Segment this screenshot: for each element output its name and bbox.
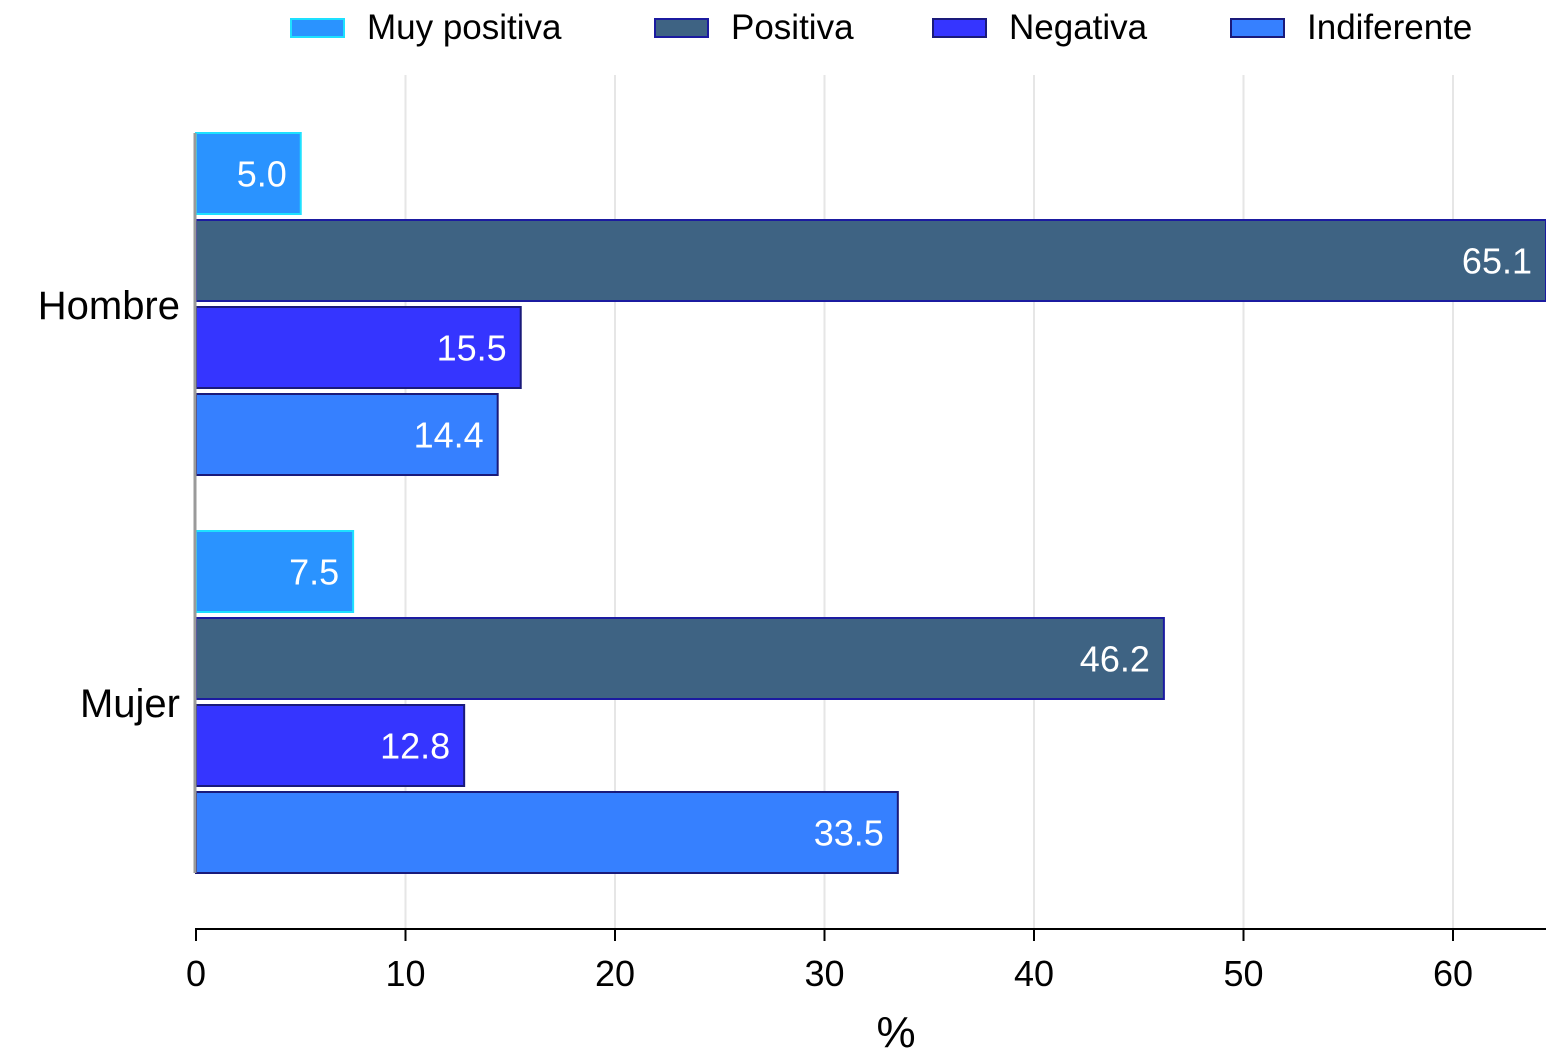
legend-swatch-indiferente bbox=[1230, 18, 1285, 38]
bar-mujer-negativa bbox=[195, 704, 466, 787]
data-label-hombre-indiferente: 14.4 bbox=[414, 415, 484, 456]
category-label-hombre: Hombre bbox=[38, 284, 180, 328]
legend-label-muy-positiva: Muy positiva bbox=[367, 8, 562, 47]
data-label-mujer-muy-positiva: 7.5 bbox=[289, 552, 339, 593]
category-label-mujer: Mujer bbox=[80, 682, 180, 726]
data-label-hombre-positiva: 65.1 bbox=[1462, 241, 1532, 282]
legend-swatch-muy-positiva bbox=[290, 18, 345, 38]
bar-mujer-muy-positiva bbox=[195, 530, 355, 613]
legend: Muy positiva Positiva Negativa Indiferen… bbox=[0, 4, 1546, 52]
data-label-mujer-indiferente: 33.5 bbox=[814, 813, 884, 854]
bar-hombre-muy-positiva bbox=[195, 132, 302, 215]
legend-swatch-negativa bbox=[932, 18, 987, 38]
legend-item-indiferente: Indiferente bbox=[1230, 4, 1472, 52]
bars: 5.0 65.1 15.5 14.4 7.5 46.2 12.8 33.5 bbox=[195, 132, 1546, 874]
x-tick-label-60: 60 bbox=[1433, 953, 1473, 994]
legend-item-muy-positiva: Muy positiva bbox=[290, 4, 562, 52]
legend-swatch-positiva bbox=[654, 18, 709, 38]
x-tick-label-10: 10 bbox=[385, 953, 425, 994]
axes: Hombre Mujer 0 10 20 30 40 50 60 bbox=[38, 133, 1546, 994]
x-tick-label-20: 20 bbox=[595, 953, 635, 994]
x-tick-label-50: 50 bbox=[1223, 953, 1263, 994]
x-tick-label-0: 0 bbox=[186, 953, 206, 994]
data-label-mujer-negativa: 12.8 bbox=[380, 726, 450, 767]
data-label-mujer-positiva: 46.2 bbox=[1080, 639, 1150, 680]
x-tick-label-40: 40 bbox=[1014, 953, 1054, 994]
x-axis-title: % bbox=[876, 1008, 916, 1057]
bar-hombre-indiferente bbox=[195, 393, 499, 476]
legend-item-positiva: Positiva bbox=[654, 4, 854, 52]
bar-mujer-positiva bbox=[195, 617, 1165, 700]
legend-item-negativa: Negativa bbox=[932, 4, 1147, 52]
legend-label-indiferente: Indiferente bbox=[1307, 8, 1473, 47]
data-label-hombre-negativa: 15.5 bbox=[437, 328, 507, 369]
bar-mujer-indiferente bbox=[195, 791, 899, 874]
bar-hombre-positiva bbox=[195, 219, 1546, 302]
legend-label-negativa: Negativa bbox=[1009, 8, 1148, 47]
data-label-hombre-muy-positiva: 5.0 bbox=[237, 154, 287, 195]
legend-label-positiva: Positiva bbox=[731, 8, 854, 47]
x-tick-label-30: 30 bbox=[804, 953, 844, 994]
